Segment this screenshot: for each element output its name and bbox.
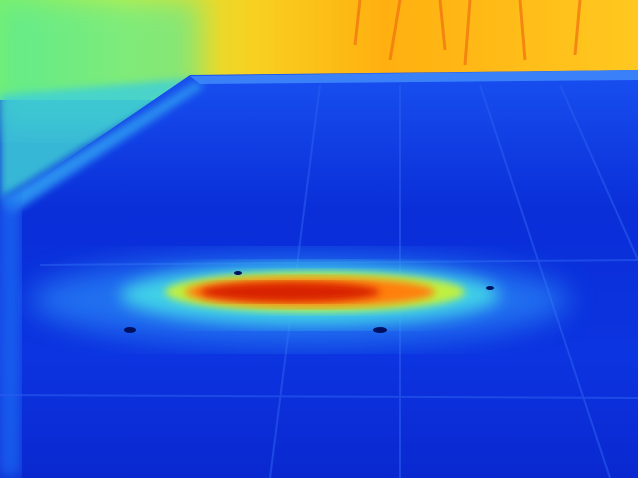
roof-edge (190, 70, 638, 84)
hotspot-core (200, 282, 380, 302)
tree-trunks (353, 0, 582, 66)
parapet-edge (0, 82, 205, 215)
roof-fasteners (124, 271, 494, 333)
left-strip (0, 200, 20, 478)
